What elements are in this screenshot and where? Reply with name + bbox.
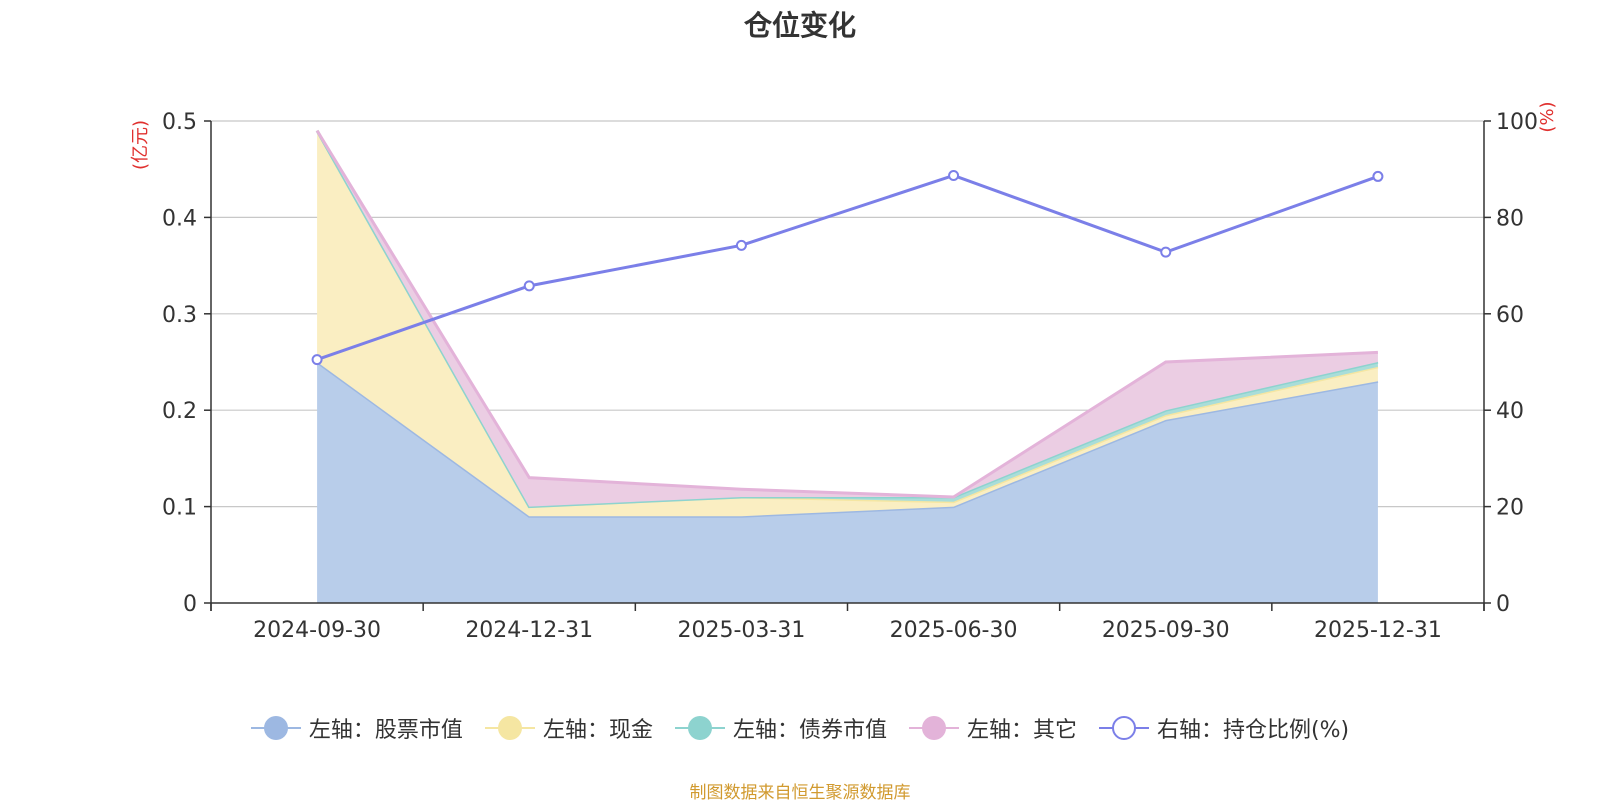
x-tick-label: 2025-03-31 (677, 618, 805, 643)
ratio-point (311, 354, 323, 366)
x-tick-label: 2024-09-30 (253, 618, 381, 643)
legend-swatch (674, 715, 725, 741)
y-left-tick-label: 0.4 (162, 206, 197, 231)
legend-label: 左轴：现金 (542, 718, 653, 743)
y-right-tick-label: 100 (1496, 110, 1538, 135)
chart-title: 仓位变化 (743, 9, 856, 42)
x-tick-label: 2025-12-31 (1314, 618, 1442, 643)
y-left-tick-label: 0.3 (162, 303, 197, 328)
legend-swatch (484, 715, 535, 741)
y-right-tick-label: 60 (1496, 303, 1524, 328)
line-layer (311, 169, 1384, 366)
legend-item[interactable]: 左轴：股票市值 (250, 712, 463, 744)
legend-swatch (250, 715, 301, 741)
y-right-tick-label: 40 (1496, 399, 1524, 424)
area-layer (315, 129, 1379, 603)
y-right-tick-label: 80 (1496, 206, 1524, 231)
area-左轴：其它 (317, 130, 1378, 507)
area-左轴：股票市值 (317, 362, 1378, 603)
source-note: 制图数据来自恒生聚源数据库 (689, 783, 911, 803)
legend-item[interactable]: 右轴：持仓比例(%) (1098, 712, 1350, 744)
y-left-axis-label: (亿元) (130, 120, 151, 170)
legend-label: 左轴：股票市值 (308, 718, 463, 743)
y-right-tick-label: 0 (1496, 592, 1510, 617)
y-left-tick-label: 0.2 (162, 399, 197, 424)
ratio-point (523, 280, 535, 292)
legend-item[interactable]: 左轴：债券市值 (674, 712, 887, 744)
ratio-point (1160, 246, 1172, 258)
area-line-左轴：其它 (315, 129, 1378, 499)
legend-item[interactable]: 左轴：其它 (908, 712, 1077, 744)
y-left-tick-label: 0 (183, 592, 197, 617)
legend-item[interactable]: 左轴：现金 (484, 712, 653, 744)
legend-label: 左轴：债券市值 (732, 718, 887, 743)
ratio-point (1372, 170, 1384, 182)
legend-label: 右轴：持仓比例(%) (1156, 718, 1350, 743)
y-right-tick-label: 20 (1496, 496, 1524, 521)
legend-swatch (908, 715, 959, 741)
ratio-line (316, 173, 1379, 362)
ratio-point (948, 169, 960, 181)
x-tick-label: 2025-06-30 (890, 618, 1018, 643)
axis-layer: 0 0.1 0.2 0.3 0.4 0.5 0 20 40 60 80 100 2024-09-30 20… (162, 110, 1538, 643)
y-left-tick-label: 0.1 (162, 496, 197, 521)
y-right-axis-label: (%) (1537, 101, 1558, 132)
x-tick-label: 2025-09-30 (1102, 618, 1230, 643)
legend-label: 左轴：其它 (966, 718, 1077, 743)
y-left-tick-label: 0.5 (162, 110, 197, 135)
chart-legend[interactable]: 左轴：股票市值 左轴：现金 左轴：债券市值 左轴：其它 右轴：持仓比例(%) (0, 712, 1600, 744)
x-tick-label: 2024-12-31 (465, 618, 593, 643)
ratio-point (735, 239, 747, 251)
area-line-左轴：股票市值 (316, 360, 1379, 518)
legend-swatch (1098, 715, 1149, 741)
